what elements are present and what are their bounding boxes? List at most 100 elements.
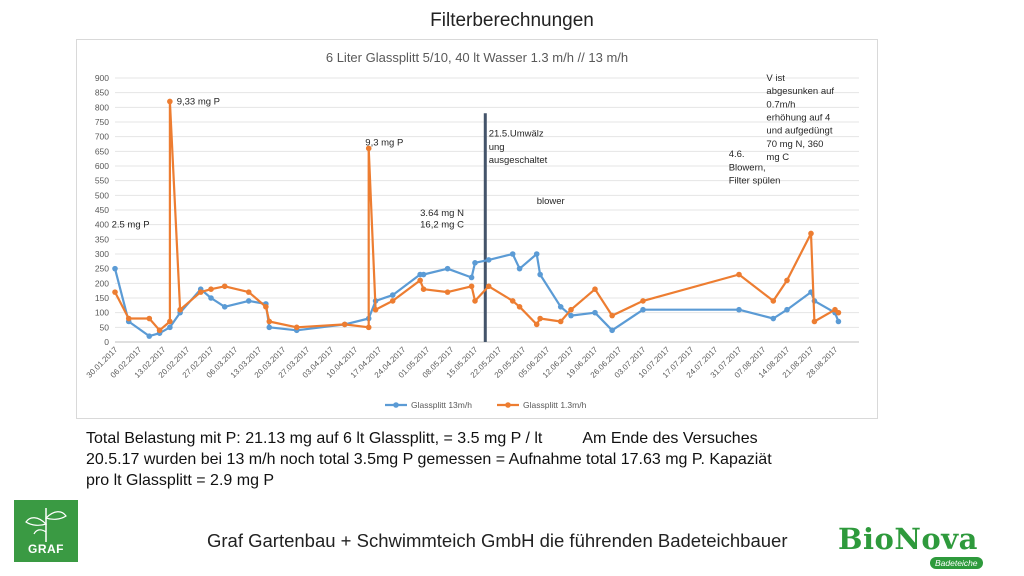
data-point — [365, 324, 372, 331]
data-point — [568, 312, 574, 319]
data-point — [444, 289, 451, 295]
annotation-label: 9,33 mg P — [177, 96, 220, 107]
y-tick-label: 750 — [95, 117, 109, 127]
data-point — [245, 298, 252, 304]
data-point — [177, 306, 183, 313]
y-tick-label: 450 — [95, 205, 109, 215]
data-point — [485, 257, 492, 263]
data-point — [770, 315, 777, 322]
summary-line-3: pro lt Glassplitt = 2.9 mg P — [86, 472, 275, 489]
data-point — [808, 230, 814, 237]
legend: Glassplitt 13m/h Glassplitt 1.3m/h — [385, 400, 587, 410]
data-point — [736, 271, 742, 278]
annotation-label: 70 mg N, 360 — [766, 139, 823, 150]
data-point — [221, 304, 228, 310]
data-point — [389, 298, 396, 304]
slide-title: Filterberechnungen — [430, 10, 594, 31]
data-point — [420, 286, 427, 292]
data-point — [533, 321, 540, 328]
data-point — [485, 283, 492, 290]
data-point — [167, 318, 173, 325]
annotation-label: 16,2 mg C — [420, 220, 464, 231]
data-point — [770, 298, 777, 304]
data-point — [533, 251, 540, 257]
bionova-logo-tag: Badeteiche — [930, 557, 983, 569]
y-tick-label: 300 — [95, 249, 109, 259]
data-point — [835, 309, 842, 316]
data-point — [736, 306, 742, 313]
y-tick-label: 250 — [95, 264, 109, 274]
data-point — [221, 283, 228, 290]
graf-logo-text: GRAF — [28, 542, 64, 556]
data-point — [208, 295, 214, 301]
annotation-label: 9,3 mg P — [365, 137, 403, 148]
data-point — [420, 271, 427, 278]
data-point — [537, 315, 543, 322]
data-point — [444, 265, 451, 272]
data-point — [167, 98, 173, 105]
data-point — [592, 309, 598, 316]
data-point — [146, 315, 153, 322]
annotation-label: V ist — [766, 73, 785, 84]
summary-text: Total Belastung mit P: 21.13 mg auf 6 lt… — [86, 428, 846, 491]
data-point — [784, 277, 790, 284]
annotation-label: blower — [537, 196, 565, 207]
legend-label: Glassplitt 1.3m/h — [523, 400, 587, 410]
data-point — [640, 306, 646, 313]
series-line — [114, 100, 840, 332]
y-tick-label: 900 — [95, 73, 109, 83]
data-point — [372, 306, 379, 313]
data-point — [472, 260, 478, 266]
y-tick-label: 150 — [95, 293, 109, 303]
annotations: 9,33 mg P 9,3 mg P 2.5 mg P 3.64 mg N16,2 m… — [112, 73, 835, 231]
annotation-label: abgesunken auf — [766, 86, 834, 97]
data-point — [640, 298, 646, 304]
chart-frame: 6 Liter Glassplitt 5/10, 40 lt Wasser 1.… — [76, 39, 878, 419]
bionova-logo-text: BioNova — [838, 522, 978, 556]
y-tick-label: 0 — [104, 337, 109, 347]
chart-title: 6 Liter Glassplitt 5/10, 40 lt Wasser 1.… — [326, 50, 628, 65]
data-point — [197, 289, 204, 295]
annotation-label: Blowern, — [729, 162, 766, 173]
annotation-label: 21.5.Umwälz — [489, 129, 544, 140]
y-tick-label: 850 — [95, 88, 109, 98]
data-point — [156, 327, 163, 334]
data-point — [208, 286, 214, 292]
data-point — [468, 274, 475, 281]
y-tick-label: 650 — [95, 146, 109, 156]
data-point — [245, 289, 252, 295]
data-point — [266, 324, 273, 331]
data-point — [557, 318, 564, 325]
data-point — [537, 271, 543, 278]
data-point — [509, 298, 516, 304]
y-tick-label: 500 — [95, 190, 109, 200]
graf-logo: GRAF — [14, 500, 78, 562]
summary-line-1b: Am Ende des Versuches — [582, 430, 758, 447]
y-tick-label: 400 — [95, 220, 109, 230]
summary-line-2: 20.5.17 wurden bei 13 m/h noch total 3.5… — [86, 451, 772, 468]
annotation-label: erhöhung auf 4 — [766, 113, 830, 124]
x-axis-tick-labels: 30.01.201706.02.201713.02.201720.02.2017… — [85, 345, 840, 380]
data-point — [341, 321, 348, 328]
series-line — [113, 252, 840, 338]
data-point — [365, 145, 372, 152]
y-tick-label: 550 — [95, 176, 109, 186]
annotation-label: mg C — [766, 152, 789, 163]
y-tick-label: 100 — [95, 308, 109, 318]
data-point — [146, 333, 153, 339]
leaf-icon — [25, 508, 67, 543]
summary-line-1a: Total Belastung mit P: 21.13 mg auf 6 lt… — [86, 430, 543, 447]
y-tick-label: 600 — [95, 161, 109, 171]
legend-marker — [393, 402, 399, 408]
data-point — [472, 298, 478, 304]
y-tick-label: 200 — [95, 278, 109, 288]
y-tick-label: 800 — [95, 102, 109, 112]
y-tick-label: 50 — [100, 322, 110, 332]
annotation-label: ausgeschaltet — [489, 155, 548, 166]
data-point — [784, 306, 790, 313]
data-point — [516, 265, 523, 272]
annotation-label: 3.64 mg N — [420, 208, 464, 219]
line-chart: 6 Liter Glassplitt 5/10, 40 lt Wasser 1.… — [85, 50, 859, 410]
annotation-label: Filter spülen — [729, 176, 781, 187]
data-point — [293, 324, 300, 331]
